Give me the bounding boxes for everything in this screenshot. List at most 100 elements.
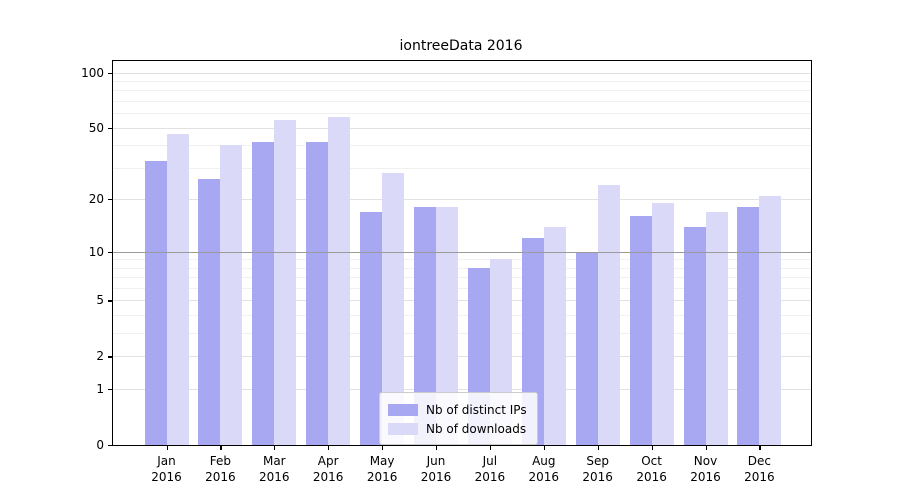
y-tick-label-5: 5 <box>96 293 104 308</box>
x-tick-mark <box>759 445 761 450</box>
month-label: Aug <box>532 454 556 468</box>
bar-nov-downloads <box>705 211 728 445</box>
major-gridline <box>113 356 811 358</box>
year-label: 2016 <box>528 470 560 484</box>
month-label: Nov <box>693 454 718 468</box>
bar-jan-downloads <box>166 134 189 445</box>
x-tick-label-nov: Nov 2016 <box>678 453 734 485</box>
month-label: May <box>369 454 395 468</box>
major-gridline <box>113 72 811 74</box>
bar-nov-ips <box>683 226 706 445</box>
year-label: 2016 <box>744 470 775 484</box>
bar-jun-downloads <box>436 207 458 445</box>
legend-label: Nb of downloads <box>426 421 527 436</box>
x-tick-label-jun: Jun 2016 <box>408 453 464 485</box>
major-gridline <box>113 300 811 302</box>
x-tick-label-jul: Jul 2016 <box>462 453 518 485</box>
legend-entry: Nb of downloads <box>388 419 527 438</box>
x-tick-label-sep: Sep 2016 <box>570 453 626 485</box>
minor-gridline <box>113 90 811 92</box>
bar-sep-ips <box>575 251 598 445</box>
minor-gridline <box>113 333 811 335</box>
year-label: 2016 <box>690 470 721 484</box>
y-tick-mark <box>108 300 113 302</box>
y-tick-label-100: 100 <box>81 65 104 80</box>
x-tick-mark <box>436 445 438 450</box>
year-label: 2016 <box>151 470 182 484</box>
y-tick-label-1: 1 <box>96 382 104 397</box>
bar-aug-downloads <box>543 226 566 445</box>
y-tick-mark <box>108 199 113 201</box>
y-tick-mark <box>108 445 113 447</box>
y-tick-label-20: 20 <box>88 192 104 207</box>
bar-may-downloads <box>382 173 405 445</box>
month-label: Mar <box>262 454 286 468</box>
month-label: Oct <box>641 454 662 468</box>
minor-gridline <box>113 259 811 261</box>
minor-gridline <box>113 167 811 169</box>
x-tick-label-feb: Feb 2016 <box>192 453 248 485</box>
major-gridline <box>113 199 811 201</box>
year-label: 2016 <box>259 470 290 484</box>
minor-gridline <box>113 288 811 289</box>
reference-line-y10 <box>113 251 811 253</box>
bar-apr-ips <box>306 141 329 445</box>
bar-jan-ips <box>144 160 167 445</box>
major-gridline <box>113 127 811 129</box>
month-label: Feb <box>209 454 232 468</box>
minor-gridline <box>113 315 811 317</box>
y-tick-mark <box>108 251 113 253</box>
legend-entry: Nb of distinct IPs <box>388 400 527 419</box>
x-tick-label-dec: Dec 2016 <box>731 453 787 485</box>
month-label: Jan <box>157 454 176 468</box>
year-label: 2016 <box>582 470 613 484</box>
bar-dec-ips <box>737 207 760 445</box>
minor-gridline <box>113 113 811 115</box>
year-label: 2016 <box>312 470 344 484</box>
minor-gridline <box>113 277 811 279</box>
bar-mar-ips <box>252 141 275 445</box>
y-tick-mark <box>108 356 113 358</box>
x-tick-mark <box>328 445 330 450</box>
chart-title: iontreeData 2016 <box>399 38 523 54</box>
y-tick-label-50: 50 <box>88 120 104 135</box>
year-label: 2016 <box>474 470 506 484</box>
x-tick-mark <box>274 445 276 450</box>
bar-dec-downloads <box>759 195 782 445</box>
x-tick-mark <box>705 445 707 450</box>
legend-swatch <box>388 403 418 416</box>
minor-gridline <box>113 81 811 82</box>
year-label: 2016 <box>205 470 236 484</box>
month-label: Apr <box>317 454 339 468</box>
x-tick-label-jan: Jan 2016 <box>139 453 195 485</box>
month-label: Dec <box>747 454 771 468</box>
month-label: Jun <box>426 454 446 468</box>
month-label: Jul <box>482 454 498 468</box>
x-tick-mark <box>543 445 545 450</box>
minor-gridline <box>113 145 811 147</box>
x-tick-label-oct: Oct 2016 <box>624 453 680 485</box>
y-tick-label-0: 0 <box>96 438 104 452</box>
x-tick-mark <box>597 445 599 450</box>
x-tick-mark <box>382 445 384 450</box>
bar-mar-downloads <box>274 120 297 445</box>
legend-label: Nb of distinct IPs <box>426 402 527 417</box>
x-tick-mark <box>166 445 168 450</box>
y-tick-mark <box>108 127 113 129</box>
x-tick-label-aug: Aug 2016 <box>516 453 572 485</box>
year-label: 2016 <box>636 470 667 484</box>
y-tick-label-2: 2 <box>96 349 104 364</box>
minor-gridline <box>113 101 811 102</box>
x-tick-label-apr: Apr 2016 <box>300 453 356 485</box>
y-tick-mark <box>108 72 113 74</box>
y-tick-label-10: 10 <box>88 244 104 259</box>
x-tick-label-may: May 2016 <box>354 453 410 485</box>
x-tick-mark <box>220 445 222 450</box>
legend: Nb of distinct IPs Nb of downloads <box>379 392 538 445</box>
legend-swatch <box>388 422 418 435</box>
x-tick-mark <box>651 445 653 450</box>
plot-area: 100 50 20 10 5 2 1 0 Jan 2016 Feb 2016 Mar 2016 Apr 20… <box>81 60 812 484</box>
bar-sep-downloads <box>597 185 620 445</box>
year-label: 2016 <box>420 470 452 484</box>
